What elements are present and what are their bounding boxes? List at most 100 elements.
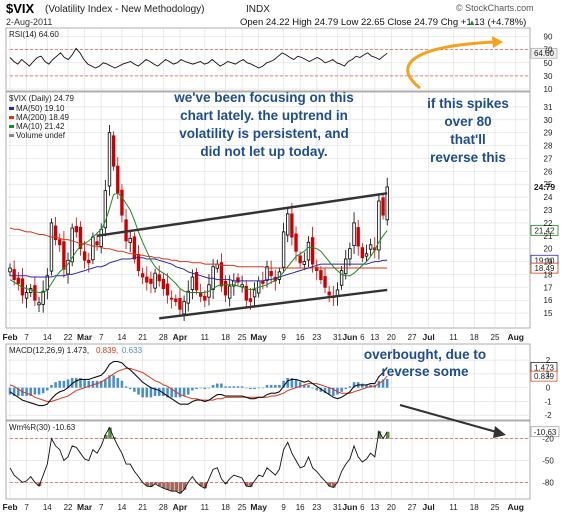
x-tick-4: Mar	[77, 332, 93, 342]
rsi-y-tick-2: 50	[544, 59, 553, 68]
macd-hist-67	[286, 378, 290, 388]
x-tick-bottom-10: 11	[201, 503, 210, 512]
wr-under-38	[166, 482, 170, 490]
candle-body-47	[203, 295, 207, 301]
macd-hist-89	[377, 380, 381, 388]
candle-body-29	[128, 237, 132, 243]
candle-body-20	[91, 236, 95, 261]
wr-under-35	[153, 482, 158, 484]
x-tick-bottom-8: 28	[159, 503, 168, 512]
macd-legend: MACD(12,26,9) 1.473,	[9, 346, 89, 355]
candle-body-41	[178, 298, 182, 310]
price-y-tick-5: 20	[544, 245, 553, 254]
macd-hist-45	[195, 387, 198, 390]
macd-hist-17	[79, 378, 82, 388]
macd-hist-77	[327, 387, 331, 395]
macd-hist-13	[62, 380, 66, 388]
macd-hist-38	[166, 387, 169, 398]
williams-series: -10.63	[9, 426, 560, 494]
anno-2-line-2: over 80	[444, 114, 491, 129]
ma10-legend: MA(10) 21.42	[16, 122, 65, 131]
candle-body-75	[319, 270, 323, 281]
candle-body-4	[24, 292, 29, 299]
price-y-tick-0: 15	[544, 309, 553, 318]
wr-over-23	[104, 434, 108, 439]
price-y-tick-15: 30	[544, 116, 553, 125]
candle-body-37	[161, 278, 166, 290]
macd-hist-25	[112, 375, 115, 388]
macd-hist-72	[307, 384, 310, 388]
wr-y-tick-2: -80	[542, 478, 554, 487]
anno-1-line-4: did not let up today.	[200, 144, 327, 159]
price-legend-title: $VIX (Daily) 24.79	[9, 94, 74, 103]
x-tick-20: 13	[370, 333, 379, 342]
macd-hist-44	[191, 387, 194, 391]
macd-hist-80	[340, 387, 343, 392]
candle-body-91	[385, 186, 389, 221]
x-tick-23: Jul	[423, 332, 435, 342]
macd-hist-14	[66, 379, 70, 388]
chart-name: (Volatility Index - New Methodology)	[45, 4, 205, 15]
x-tick-bottom-16: 23	[312, 503, 321, 512]
candle-body-63	[269, 270, 273, 277]
x-tick-bottom-20: 13	[370, 503, 379, 512]
macd-hist-10	[50, 384, 53, 388]
macd-hist-35	[153, 387, 157, 396]
macd-hist-64	[274, 384, 277, 388]
macd-hist-36	[157, 387, 161, 396]
rsi-series: 64.60	[9, 47, 558, 77]
candle-body-55	[236, 277, 240, 283]
price-y-tick-4: 19	[544, 258, 553, 267]
wr-y-tick-0: -20	[542, 435, 554, 444]
wr-last-box	[530, 426, 560, 438]
wr-under-37	[162, 482, 166, 489]
macd-hist-48	[207, 387, 211, 389]
x-tick-bottom-26: 25	[491, 503, 500, 512]
price-y-tick-16: 31	[544, 103, 553, 112]
orange-arrow-icon	[406, 40, 496, 90]
wr-y-tick-1: -50	[542, 457, 554, 466]
trendline-1	[159, 288, 388, 320]
macd-hist-75	[319, 387, 323, 392]
macd-hist-11	[54, 382, 57, 388]
x-tick-bottom-25: 18	[470, 503, 479, 512]
x-tick-bottom-19: 6	[360, 503, 365, 512]
trendline-0	[96, 192, 388, 237]
macd-hist-65	[278, 384, 281, 388]
candle-body-72	[306, 241, 311, 261]
macd-hist-24	[108, 375, 111, 388]
wr-under-33	[145, 482, 150, 487]
x-tick-17: 31	[333, 333, 342, 342]
x-tick-19: 6	[360, 333, 365, 342]
ma50-legend: MA(50) 19.10	[16, 104, 65, 113]
rsi-y-tick-4: 90	[544, 33, 553, 42]
x-tick-8: 28	[159, 333, 168, 342]
x-tick-bottom-1: 7	[24, 503, 29, 512]
macd-hist-0	[8, 387, 12, 395]
candle-body-53	[228, 285, 232, 299]
price-label-box-1	[530, 224, 559, 236]
macd-hist-6	[33, 387, 37, 395]
macd-hist-91	[385, 378, 389, 388]
macd-hist-1	[12, 387, 16, 396]
wr-under-34	[149, 482, 154, 487]
wr-under-47	[203, 482, 208, 489]
x-tick-bottom-5: 7	[99, 503, 104, 512]
anno-1-line-3: volatility is persistent, and	[179, 126, 349, 141]
wr-line	[9, 426, 388, 494]
annotation-overbought: overbought, due to reverse some	[364, 347, 486, 379]
candle-body-82	[348, 248, 352, 260]
macd-hist-43	[186, 387, 190, 395]
x-tick-9: Apr	[173, 332, 188, 342]
macd-hist-69	[294, 379, 298, 388]
candle-body-21	[95, 241, 99, 246]
annotation-spike: if this spikes over 80 that'll reverse t…	[427, 96, 509, 165]
x-tick-24: 11	[449, 333, 458, 342]
macd-signal-legend: 0.839,	[96, 346, 118, 355]
candle-body-89	[377, 200, 381, 251]
x-tick-bottom-4: Mar	[77, 502, 93, 512]
macd-hist-63	[269, 384, 273, 388]
candle-body-84	[356, 227, 360, 247]
